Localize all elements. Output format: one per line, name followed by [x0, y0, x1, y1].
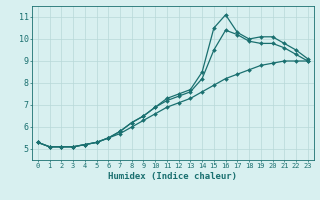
- X-axis label: Humidex (Indice chaleur): Humidex (Indice chaleur): [108, 172, 237, 181]
